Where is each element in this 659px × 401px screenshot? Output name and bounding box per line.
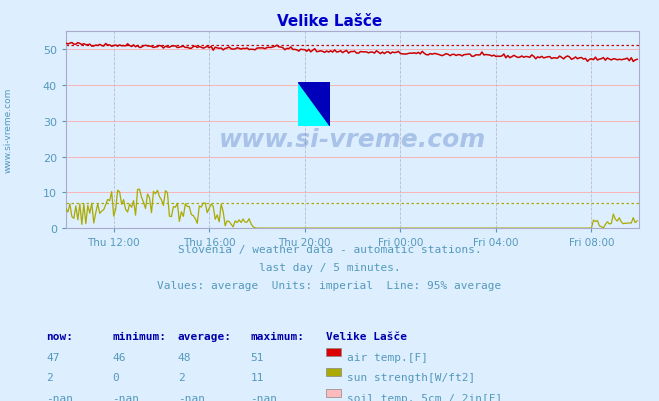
Text: last day / 5 minutes.: last day / 5 minutes. (258, 263, 401, 273)
Text: average:: average: (178, 331, 232, 341)
Text: air temp.[F]: air temp.[F] (347, 352, 428, 362)
Text: maximum:: maximum: (250, 331, 304, 341)
Text: www.si-vreme.com: www.si-vreme.com (4, 88, 13, 173)
Text: -nan: -nan (112, 393, 139, 401)
Text: -nan: -nan (46, 393, 73, 401)
Text: 47: 47 (46, 352, 59, 362)
Polygon shape (298, 83, 330, 126)
Text: 46: 46 (112, 352, 125, 362)
Text: Velike Lašče: Velike Lašče (326, 331, 407, 341)
Text: minimum:: minimum: (112, 331, 166, 341)
Text: 2: 2 (46, 373, 53, 383)
Polygon shape (298, 83, 330, 126)
Text: -nan: -nan (250, 393, 277, 401)
Text: soil temp. 5cm / 2in[F]: soil temp. 5cm / 2in[F] (347, 393, 503, 401)
Text: sun strength[W/ft2]: sun strength[W/ft2] (347, 373, 476, 383)
Text: 2: 2 (178, 373, 185, 383)
Text: now:: now: (46, 331, 73, 341)
Text: 11: 11 (250, 373, 264, 383)
Text: 51: 51 (250, 352, 264, 362)
Text: 0: 0 (112, 373, 119, 383)
Text: 48: 48 (178, 352, 191, 362)
Text: -nan: -nan (178, 393, 205, 401)
Text: Values: average  Units: imperial  Line: 95% average: Values: average Units: imperial Line: 95… (158, 281, 501, 291)
Text: www.si-vreme.com: www.si-vreme.com (219, 128, 486, 152)
Text: Velike Lašče: Velike Lašče (277, 14, 382, 29)
Text: Slovenia / weather data - automatic stations.: Slovenia / weather data - automatic stat… (178, 245, 481, 255)
